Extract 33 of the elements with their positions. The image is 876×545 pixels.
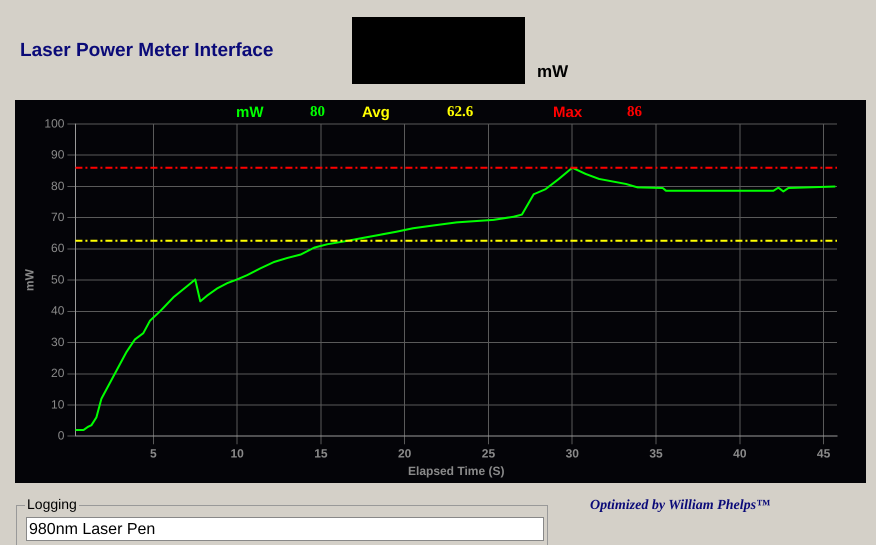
y-tick-label: 30 bbox=[51, 334, 65, 349]
chart-title: Laser Power Meter Interface bbox=[20, 40, 274, 62]
text: 86 bbox=[627, 104, 642, 121]
x-tick-label: 10 bbox=[230, 446, 244, 461]
y-tick-label: 40 bbox=[51, 304, 65, 318]
y-axis-title: mW bbox=[22, 268, 37, 292]
text: 80 bbox=[310, 104, 325, 121]
y-tick-label: 90 bbox=[51, 148, 65, 162]
x-tick-label: 40 bbox=[733, 446, 747, 461]
x-tick-label: 5 bbox=[150, 446, 157, 461]
text: 980nm Laser Pen bbox=[26, 517, 544, 541]
y-tick-label: 20 bbox=[51, 366, 65, 380]
text: 62.6 bbox=[447, 104, 474, 121]
x-tick-label: 45 bbox=[816, 446, 831, 461]
x-tick-label: 20 bbox=[398, 446, 412, 461]
ref-line-label: Avg bbox=[362, 104, 390, 121]
text: mW bbox=[236, 104, 264, 121]
y-tick-label: 70 bbox=[51, 210, 65, 224]
ref-line-label: Max bbox=[553, 104, 582, 121]
text: Logging bbox=[25, 496, 79, 512]
y-tick-label: 60 bbox=[51, 241, 65, 256]
x-axis-title: Elapsed Time (S) bbox=[408, 464, 504, 478]
y-tick-label: 80 bbox=[51, 178, 65, 193]
x-tick-label: 25 bbox=[482, 446, 496, 461]
y-tick-label: 10 bbox=[51, 397, 65, 412]
y-tick-label: 50 bbox=[51, 272, 65, 286]
x-tick-label: 15 bbox=[314, 446, 328, 461]
x-tick-label: 30 bbox=[566, 446, 580, 461]
text: mW bbox=[537, 62, 568, 82]
y-tick-label: 0 bbox=[58, 428, 65, 443]
x-tick-label: 35 bbox=[649, 446, 664, 461]
y-tick-label: 100 bbox=[44, 116, 65, 130]
text: Optimized by William Phelps™ bbox=[590, 498, 770, 514]
